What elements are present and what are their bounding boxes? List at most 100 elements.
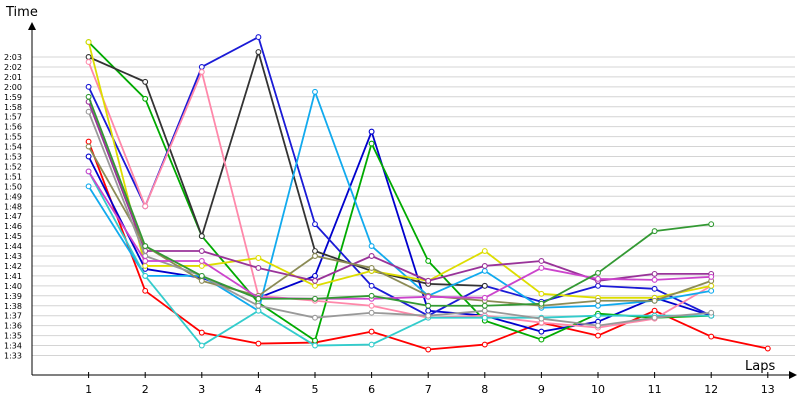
y-tick-label: 1:41: [4, 272, 22, 281]
series-line: [87, 41, 712, 342]
series-line: [87, 96, 712, 307]
data-point: [312, 272, 318, 279]
y-tick-label: 1:39: [4, 292, 22, 301]
data-point: [595, 302, 601, 309]
series-line: [87, 170, 712, 347]
data-point: [651, 297, 658, 304]
y-tick-label: 1:36: [4, 322, 22, 331]
data-point: [538, 258, 545, 264]
data-point: [481, 302, 488, 309]
data-point: [481, 307, 488, 314]
y-tick-label: 1:59: [4, 93, 22, 102]
x-tick-label: 6: [368, 383, 375, 396]
data-point: [538, 300, 545, 307]
data-point: [85, 183, 92, 190]
data-point: [595, 297, 601, 304]
y-tick-label: 1:56: [4, 123, 22, 132]
x-tick-label: 11: [648, 383, 662, 396]
data-point: [595, 312, 601, 319]
y-tick-label: 1:58: [4, 103, 22, 112]
data-point: [142, 287, 149, 294]
x-tick-label: 5: [312, 383, 319, 396]
data-point: [142, 243, 149, 250]
data-point: [481, 267, 488, 274]
x-tick-label: 10: [591, 383, 605, 396]
data-point: [368, 302, 375, 309]
x-axis-arrow: [789, 371, 797, 379]
data-point: [538, 336, 545, 343]
y-tick-labels: 1:331:341:351:361:371:381:391:401:411:42…: [4, 53, 22, 361]
data-point: [198, 258, 205, 264]
data-point: [368, 309, 375, 316]
y-tick-label: 1:44: [4, 242, 22, 251]
y-tick-label: 1:48: [4, 202, 22, 211]
data-point: [255, 255, 262, 261]
data-point: [312, 277, 318, 284]
series-line: [87, 111, 712, 327]
data-point: [481, 248, 488, 254]
data-point: [708, 221, 715, 228]
series-line: [87, 101, 712, 282]
y-tick-label: 1:50: [4, 182, 22, 191]
y-tick-label: 1:55: [4, 133, 22, 142]
series-14: [85, 93, 715, 309]
data-point: [764, 345, 771, 352]
y-tick-label: 1:53: [4, 153, 22, 162]
data-point: [368, 282, 375, 289]
data-point: [425, 312, 432, 319]
data-point: [85, 39, 92, 46]
data-point: [368, 292, 375, 299]
data-point: [368, 264, 375, 271]
data-point: [255, 34, 262, 41]
data-point: [368, 243, 375, 250]
data-point: [85, 108, 92, 115]
data-point: [708, 287, 715, 294]
data-point: [368, 328, 375, 335]
data-point: [312, 314, 318, 321]
data-point: [538, 290, 545, 297]
series-line: [87, 61, 712, 329]
x-tick-label: 9: [538, 383, 545, 396]
data-point: [595, 275, 601, 282]
data-point: [425, 307, 432, 314]
data-point: [538, 264, 545, 271]
data-point: [368, 341, 375, 348]
y-tick-label: 1:43: [4, 252, 22, 261]
data-point: [651, 228, 658, 235]
y-tick-label: 2:00: [4, 83, 22, 92]
data-point: [368, 128, 375, 135]
data-point: [312, 253, 318, 259]
y-tick-label: 1:52: [4, 162, 22, 171]
data-point: [142, 78, 149, 85]
data-point: [368, 140, 375, 147]
data-point: [255, 295, 262, 302]
data-point: [481, 263, 488, 269]
y-axis-arrow: [28, 22, 36, 30]
data-point: [142, 263, 149, 269]
data-point: [425, 302, 432, 309]
y-tick-label: 1:37: [4, 312, 22, 321]
data-point: [255, 307, 262, 314]
data-point: [142, 95, 149, 102]
data-point: [198, 342, 205, 349]
data-point: [708, 273, 715, 280]
data-point: [708, 309, 715, 316]
data-point: [481, 294, 488, 301]
data-point: [312, 248, 318, 254]
data-point: [651, 307, 658, 314]
series-line: [87, 170, 712, 300]
x-tick-label: 2: [142, 383, 149, 396]
data-point: [595, 282, 601, 289]
data-point: [198, 233, 205, 240]
x-axis-title: Laps: [745, 359, 775, 374]
data-point: [312, 342, 318, 349]
y-axis-title: Time: [5, 5, 38, 20]
data-point: [85, 153, 92, 160]
y-tick-label: 1:54: [4, 143, 22, 152]
data-point: [538, 315, 545, 322]
x-tick-label: 3: [198, 383, 205, 396]
x-tick-label: 13: [761, 383, 775, 396]
x-tick-labels: 1 2 3 4 5 6 7 8 9 10 11 12 13: [85, 383, 775, 396]
x-tick-label: 7: [425, 383, 432, 396]
